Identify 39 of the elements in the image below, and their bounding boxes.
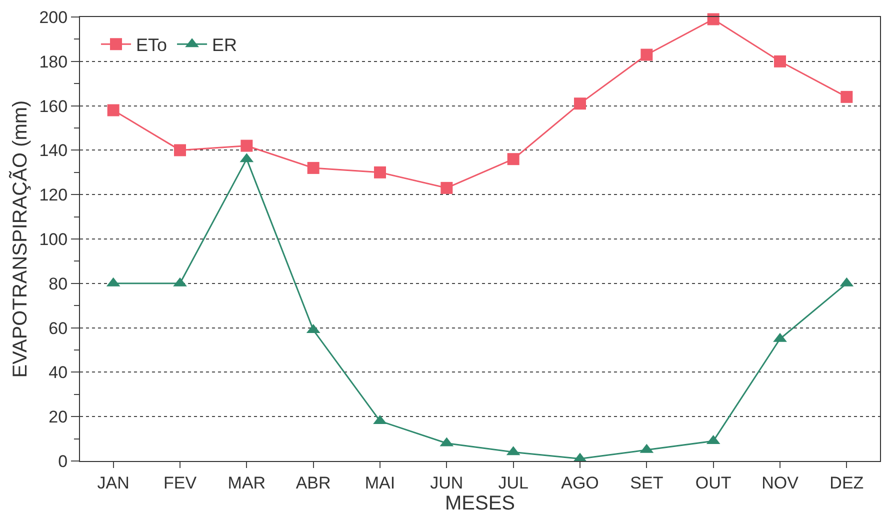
x-tick-label: OUT xyxy=(695,473,732,492)
point xyxy=(440,182,453,194)
point xyxy=(240,140,253,152)
point xyxy=(707,13,720,26)
y-tick-label: 120 xyxy=(39,186,68,205)
point xyxy=(307,162,320,174)
x-tick-label: JUL xyxy=(498,473,528,492)
y-tick-label: 0 xyxy=(58,452,68,471)
point xyxy=(374,166,386,178)
y-tick-label: 160 xyxy=(39,96,68,116)
x-tick-label: FEV xyxy=(163,473,198,492)
x-tick-label: MAI xyxy=(364,473,396,492)
point xyxy=(774,55,786,68)
x-tick-label: AGO xyxy=(561,473,599,492)
y-tick-label: 180 xyxy=(39,52,68,72)
x-axis-title: MESES xyxy=(444,492,516,514)
x-tick-label: JUN xyxy=(430,473,464,492)
y-tick-label: 20 xyxy=(48,408,68,427)
x-tick-label: MAR xyxy=(228,473,266,492)
legend-label: ER xyxy=(212,35,238,56)
point xyxy=(507,153,520,166)
x-tick-label: DEZ xyxy=(830,473,864,492)
x-tick-label: JAN xyxy=(97,473,130,492)
point xyxy=(574,98,586,110)
x-tick-label: SET xyxy=(630,473,664,492)
point xyxy=(640,48,653,61)
y-tick-label: 200 xyxy=(39,8,68,27)
y-tick-label: 100 xyxy=(39,230,68,249)
point xyxy=(840,90,853,103)
y-axis-title: EVAPOTRANSPIRAÇÃO (mm) xyxy=(8,100,32,378)
legend-label: ETo xyxy=(136,35,168,56)
y-tick-label: 60 xyxy=(48,318,68,338)
point xyxy=(174,144,186,156)
x-tick-label: NOV xyxy=(762,473,800,492)
y-tick-label: 140 xyxy=(39,141,68,160)
y-tick-label: 40 xyxy=(48,363,68,382)
y-tick-label: 80 xyxy=(48,274,68,294)
point xyxy=(107,104,120,116)
x-tick-label: ABR xyxy=(296,473,331,492)
